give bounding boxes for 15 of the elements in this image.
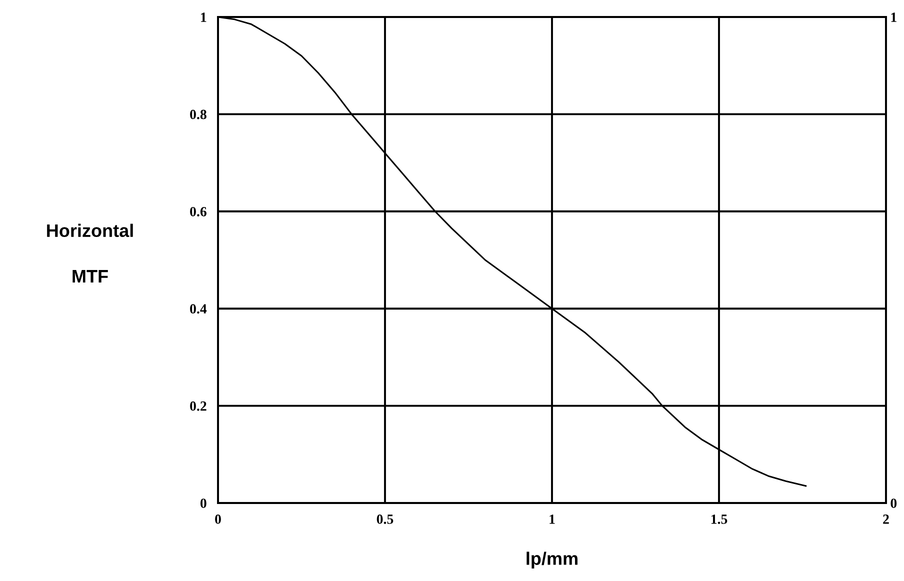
- x-tick-label: 1.5: [711, 514, 728, 524]
- x-tick-label: 0.5: [376, 514, 394, 524]
- y2-tick-label: 1: [891, 12, 896, 22]
- y-tick-label: 0.2: [190, 401, 206, 411]
- y-tick-label: 0.4: [190, 304, 207, 314]
- y2-tick-label: 0: [890, 498, 897, 508]
- y-tick-label: 0.8: [190, 110, 206, 120]
- y-tick-label: 0: [200, 498, 206, 508]
- y-tick-label: 1: [201, 12, 206, 22]
- x-tick-label: 1: [550, 514, 555, 524]
- x-tick-label: 2: [883, 514, 889, 524]
- y-tick-label: 0.6: [190, 206, 206, 216]
- x-axis-title: lp/mm: [526, 552, 578, 569]
- x-tick-label: 0: [215, 514, 221, 524]
- text: Horizontal MTF: [47, 224, 133, 282]
